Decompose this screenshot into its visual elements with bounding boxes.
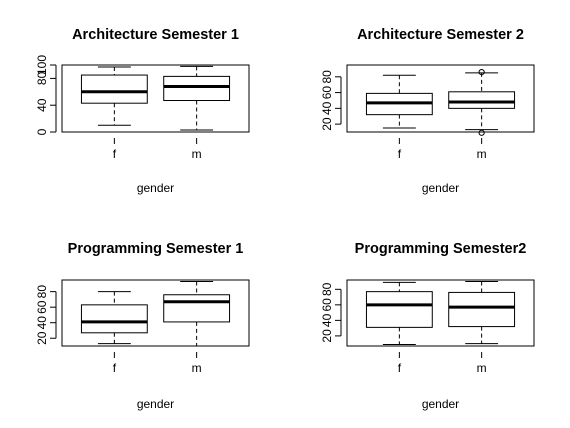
box-m bbox=[448, 68, 516, 136]
y-tick-label: 20 bbox=[320, 329, 334, 343]
box-m bbox=[448, 281, 516, 345]
box-f bbox=[365, 74, 433, 129]
box-iqr bbox=[448, 291, 516, 328]
y-tick-label: 100 bbox=[35, 55, 49, 75]
chart-title: Architecture Semester 2 bbox=[357, 27, 524, 43]
y-tick-label: 40 bbox=[320, 313, 334, 327]
box-iqr bbox=[365, 291, 433, 328]
outlier-point bbox=[478, 68, 485, 76]
y-tick-label: 40 bbox=[35, 98, 49, 112]
plot-frame bbox=[346, 64, 535, 133]
box-m bbox=[163, 65, 231, 131]
plot-frame bbox=[346, 279, 535, 347]
box-f bbox=[365, 281, 433, 345]
x-tick-label: f bbox=[113, 361, 117, 375]
box-iqr bbox=[80, 304, 148, 334]
y-tick-label: 0 bbox=[35, 128, 49, 135]
box-f bbox=[80, 66, 148, 126]
x-axis-label: gender bbox=[422, 397, 459, 411]
x-tick-label: m bbox=[477, 361, 487, 375]
y-tick-label: 80 bbox=[35, 71, 49, 85]
x-tick-label: f bbox=[398, 361, 402, 375]
y-tick-label: 80 bbox=[320, 70, 334, 84]
plot-frame bbox=[61, 279, 250, 347]
box-iqr bbox=[448, 91, 516, 109]
x-axis-label: gender bbox=[422, 181, 459, 195]
plot-frame bbox=[61, 64, 250, 133]
box-iqr bbox=[163, 75, 231, 102]
box-iqr bbox=[163, 294, 231, 323]
chart-title: Architecture Semester 1 bbox=[72, 27, 239, 43]
y-tick-label: 60 bbox=[35, 300, 49, 314]
box-f bbox=[80, 291, 148, 345]
chart-title: Programming Semester2 bbox=[355, 241, 527, 257]
y-tick-label: 40 bbox=[320, 101, 334, 115]
x-axis-label: gender bbox=[137, 397, 174, 411]
x-tick-label: m bbox=[192, 147, 202, 161]
y-tick-label: 60 bbox=[320, 86, 334, 100]
x-tick-label: f bbox=[113, 147, 117, 161]
outlier-point bbox=[478, 129, 485, 136]
chart-title: Programming Semester 1 bbox=[68, 241, 244, 257]
x-tick-label: m bbox=[192, 361, 202, 375]
y-tick-label: 80 bbox=[320, 282, 334, 296]
y-tick-label: 20 bbox=[320, 117, 334, 131]
x-tick-label: f bbox=[398, 147, 402, 161]
box-m bbox=[163, 281, 231, 347]
x-tick-label: m bbox=[477, 147, 487, 161]
y-tick-label: 80 bbox=[35, 285, 49, 299]
x-axis-label: gender bbox=[137, 181, 174, 195]
y-tick-label: 40 bbox=[35, 316, 49, 330]
y-tick-label: 20 bbox=[35, 331, 49, 345]
box-iqr bbox=[80, 74, 148, 104]
y-tick-label: 60 bbox=[320, 298, 334, 312]
